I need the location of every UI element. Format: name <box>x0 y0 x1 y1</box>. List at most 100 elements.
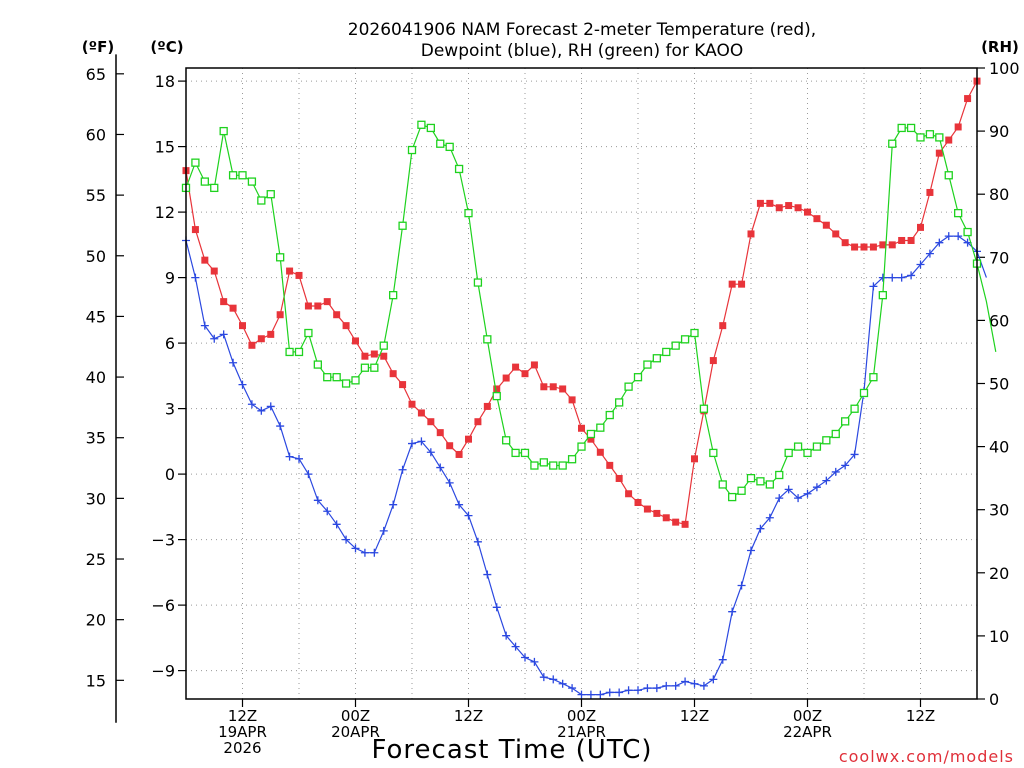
x-axis-title: Forecast Time (UTC) <box>371 735 652 765</box>
data-point <box>370 350 378 358</box>
data-point <box>822 436 831 445</box>
celsius-tick-label: 12 <box>155 203 175 222</box>
data-point <box>643 684 652 693</box>
data-point <box>464 208 473 218</box>
data-point <box>907 236 915 244</box>
rh-tick-label: 90 <box>989 122 1009 141</box>
data-point <box>407 145 417 155</box>
data-point <box>323 373 332 382</box>
data-point <box>361 352 369 360</box>
data-point <box>784 448 793 458</box>
data-point <box>624 686 633 695</box>
data-point <box>709 448 718 458</box>
time-tick-label: 00Z <box>793 707 822 725</box>
data-point <box>587 435 595 443</box>
data-point <box>313 360 322 369</box>
data-point <box>512 363 520 371</box>
celsius-tick-label: 6 <box>165 334 175 353</box>
data-point <box>492 603 501 612</box>
celsius-unit-label: (ºC) <box>150 38 183 56</box>
data-point <box>492 391 501 401</box>
data-point <box>464 511 473 520</box>
data-point <box>521 653 529 662</box>
data-point <box>286 267 294 275</box>
data-point <box>577 442 586 451</box>
data-point <box>690 328 699 338</box>
fahrenheit-unit-label: (ºF) <box>82 38 114 56</box>
data-point <box>615 688 624 697</box>
data-point <box>332 520 341 529</box>
data-point <box>398 465 407 474</box>
data-point <box>888 241 896 249</box>
time-tick-label: 12Z <box>680 707 709 725</box>
series-2-meter-temperature <box>182 77 981 528</box>
data-point <box>643 505 651 513</box>
data-point <box>465 435 472 443</box>
fahrenheit-tick-label: 35 <box>86 429 106 448</box>
data-point <box>775 204 783 212</box>
fahrenheit-tick-label: 55 <box>86 186 106 205</box>
celsius-tick-label: −9 <box>151 662 175 681</box>
data-point <box>691 455 698 463</box>
data-point <box>793 442 803 451</box>
series-dewpoint <box>182 232 987 699</box>
data-point <box>831 429 840 439</box>
data-point <box>549 383 557 391</box>
data-point <box>935 238 944 247</box>
data-point <box>709 675 718 684</box>
chart-title-line-2: Dewpoint (blue), RH (green) for KAOO <box>421 41 744 61</box>
celsius-tick-label: 3 <box>165 400 175 419</box>
data-point <box>672 518 680 526</box>
data-point <box>812 442 822 451</box>
data-point <box>944 171 953 180</box>
data-point <box>558 679 567 688</box>
data-point <box>615 474 623 482</box>
rh-tick-label: 70 <box>989 248 1009 267</box>
fahrenheit-tick-label: 50 <box>86 247 106 266</box>
data-point <box>341 379 351 388</box>
data-point <box>417 437 426 446</box>
celsius-tick-label: −6 <box>151 596 175 615</box>
data-point <box>935 133 944 142</box>
data-point <box>699 404 709 413</box>
data-point <box>926 188 934 196</box>
data-point <box>794 494 803 503</box>
data-point <box>342 535 351 544</box>
data-point <box>455 450 463 458</box>
data-point <box>917 223 924 231</box>
fahrenheit-tick-label: 60 <box>86 125 106 144</box>
data-point <box>294 347 304 357</box>
data-point <box>803 489 812 498</box>
data-point <box>247 177 257 186</box>
data-point <box>605 688 614 697</box>
data-point <box>719 322 727 330</box>
data-point <box>577 690 586 699</box>
data-point <box>191 158 200 167</box>
data-point <box>775 470 784 480</box>
data-point <box>521 370 529 378</box>
time-tick-label: 20APR <box>331 723 380 741</box>
fahrenheit-tick-label: 30 <box>86 489 106 508</box>
data-point <box>897 123 906 133</box>
data-point <box>493 385 501 393</box>
data-point <box>859 388 869 398</box>
data-point <box>925 249 934 258</box>
data-point <box>567 455 577 464</box>
celsius-tick-label: 0 <box>165 465 175 484</box>
data-point <box>963 227 972 237</box>
data-point <box>304 328 313 338</box>
data-point <box>756 199 764 207</box>
time-tick-label: 21APR <box>557 723 606 741</box>
data-point <box>520 448 530 458</box>
data-point <box>634 686 642 695</box>
data-point <box>925 130 935 139</box>
fahrenheit-tick-label: 45 <box>86 307 106 326</box>
data-point <box>709 357 717 365</box>
data-point <box>681 677 690 686</box>
data-point <box>944 232 953 241</box>
data-point <box>784 485 793 494</box>
data-point <box>219 126 228 136</box>
rh-tick-label: 10 <box>989 627 1009 646</box>
data-point <box>878 291 887 300</box>
data-point <box>804 208 811 216</box>
